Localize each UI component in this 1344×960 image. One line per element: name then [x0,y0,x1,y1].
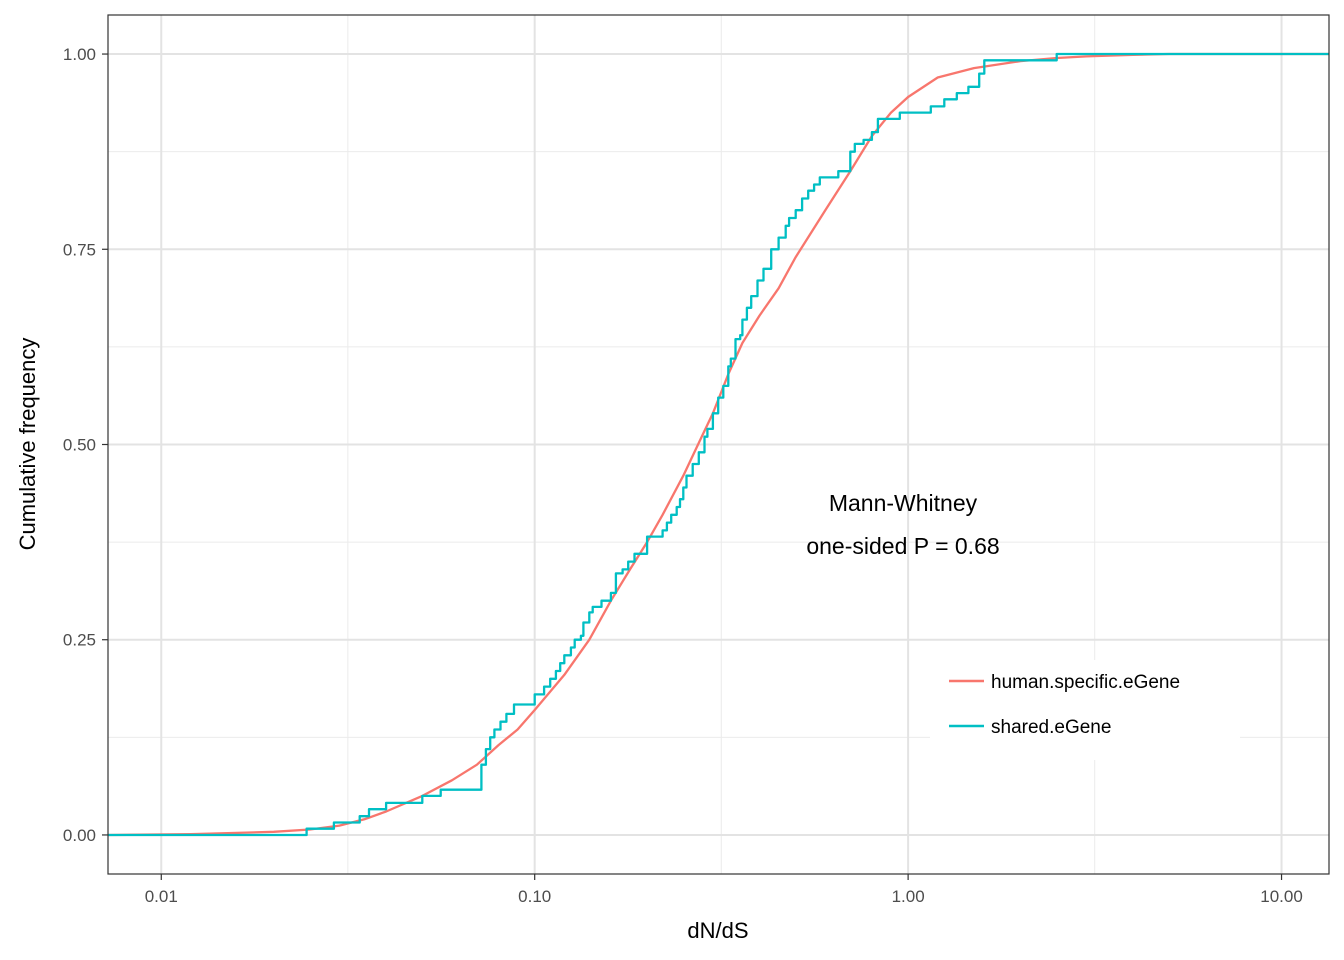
x-axis: 0.01 0.10 1.00 10.00 [145,874,1303,906]
y-tick-label-3: 0.75 [63,240,96,259]
y-axis-title: Cumulative frequency [15,338,40,551]
legend: human.specific.eGene shared.eGene [930,660,1240,760]
legend-background [930,660,1240,760]
y-tick-label-2: 0.50 [63,436,96,455]
series-lines [107,52,1329,837]
y-tick-label-0: 0.00 [63,826,96,845]
annotation-line-2: one-sided P = 0.68 [806,533,999,559]
series-line-shared-egene [108,52,1329,837]
minor-gridlines [108,15,1329,874]
major-gridlines [108,15,1329,874]
x-tick-label-0: 0.01 [145,887,178,906]
x-tick-label-3: 10.00 [1260,887,1303,906]
legend-label-shared: shared.eGene [991,717,1111,738]
y-tick-label-1: 0.25 [63,631,96,650]
legend-label-human-specific: human.specific.eGene [991,672,1180,693]
y-tick-label-4: 1.00 [63,45,96,64]
y-axis: 0.00 0.25 0.50 0.75 1.00 [63,45,108,845]
x-axis-title: dN/dS [687,918,748,943]
x-tick-label-1: 0.10 [518,887,551,906]
x-tick-label-2: 1.00 [892,887,925,906]
annotation-line-1: Mann-Whitney [829,490,978,516]
